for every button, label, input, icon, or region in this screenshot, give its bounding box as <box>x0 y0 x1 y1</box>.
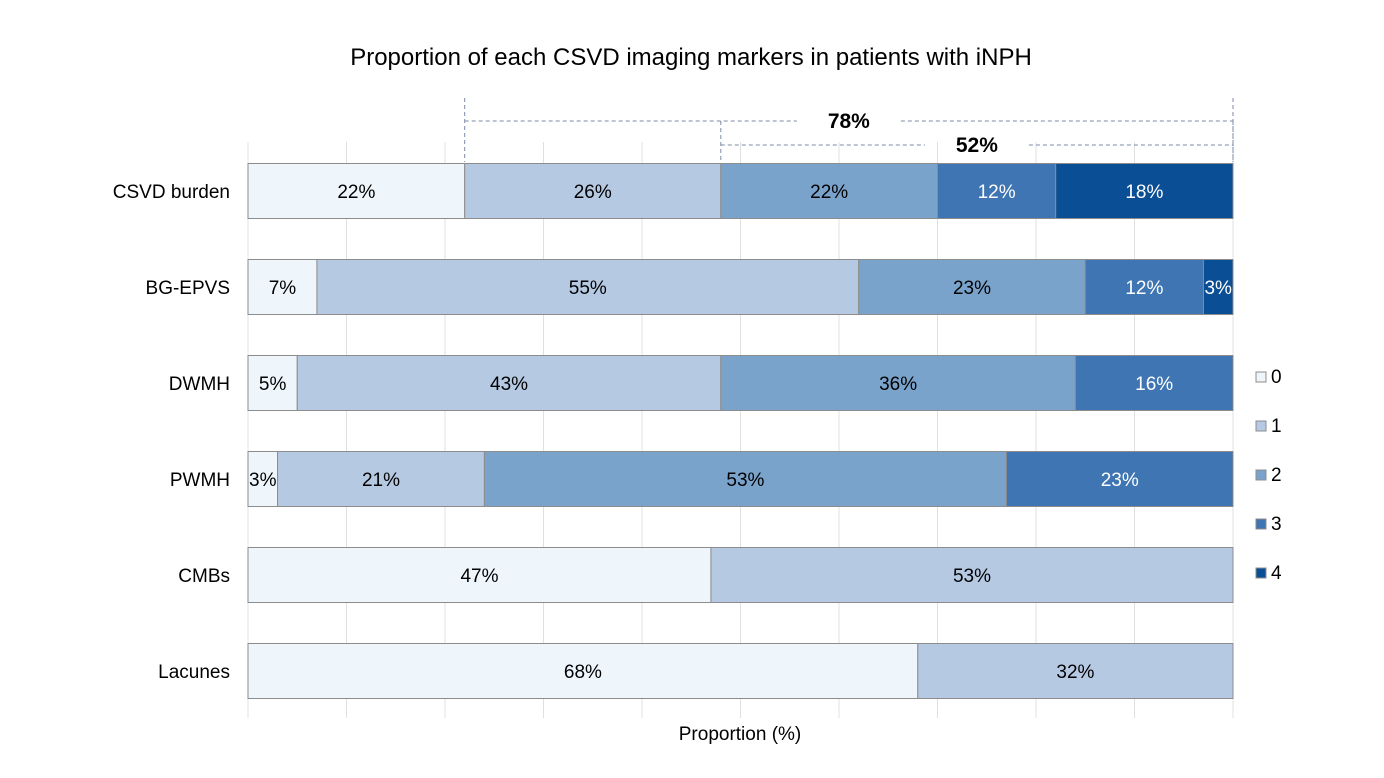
legend-label: 2 <box>1271 465 1282 486</box>
bar-segment <box>710 547 1234 603</box>
legend-swatch <box>1255 518 1267 530</box>
legend-label: 1 <box>1271 416 1282 437</box>
bar-segment <box>296 355 722 411</box>
data-label: 23% <box>1101 470 1139 491</box>
bar-segment <box>1202 259 1234 315</box>
bar-segment <box>247 259 318 315</box>
bar-segment <box>937 163 1057 219</box>
category-label: BG-EPVS <box>146 278 230 299</box>
bar-segment <box>1005 451 1234 507</box>
data-label: 36% <box>879 374 917 395</box>
data-label: 22% <box>810 182 848 203</box>
bar-segment <box>1055 163 1234 219</box>
data-label: 3% <box>249 470 277 491</box>
data-label: 32% <box>1056 662 1094 683</box>
data-label: 12% <box>978 182 1016 203</box>
bar-segment <box>464 163 722 219</box>
bar-segment <box>858 259 1086 315</box>
data-label: 21% <box>362 470 400 491</box>
bar-segment <box>1084 259 1204 315</box>
bracket-label: 52% <box>956 134 998 157</box>
bar-segment <box>247 643 919 699</box>
bracket-label: 78% <box>828 110 870 133</box>
data-label: 55% <box>569 278 607 299</box>
legend-swatch <box>1255 567 1267 579</box>
data-label: 18% <box>1125 182 1163 203</box>
legend-label: 0 <box>1271 367 1282 388</box>
bar-segment <box>720 355 1076 411</box>
bar-segment <box>720 163 938 219</box>
bar-segment <box>917 643 1234 699</box>
legend-swatch <box>1255 371 1267 383</box>
data-label: 22% <box>337 182 375 203</box>
bar-segment <box>247 451 279 507</box>
legend-swatch <box>1255 469 1267 481</box>
data-label: 16% <box>1135 374 1173 395</box>
bar-segment <box>1074 355 1234 411</box>
data-label: 43% <box>490 374 528 395</box>
data-label: 26% <box>574 182 612 203</box>
bar-segment <box>483 451 1007 507</box>
category-label: DWMH <box>169 374 230 395</box>
bar-segment <box>247 163 466 219</box>
bars: 22% 26% 22% 12% 18% 7% 55% 23% 12% 3% 5% 43% 36% 16% 3… <box>247 163 1234 699</box>
data-label: 53% <box>726 470 764 491</box>
legend-label: 4 <box>1271 563 1282 584</box>
data-label: 47% <box>460 566 498 587</box>
gridlines <box>247 142 1234 718</box>
x-axis-label: Proportion (%) <box>679 724 802 745</box>
data-label: 53% <box>953 566 991 587</box>
data-label: 7% <box>269 278 297 299</box>
annotation-brackets: 78% 52% <box>464 98 1234 162</box>
data-label: 68% <box>564 662 602 683</box>
legend-swatch <box>1255 420 1267 432</box>
chart-title: Proportion of each CSVD imaging markers … <box>350 44 1032 71</box>
category-label: CMBs <box>178 566 230 587</box>
data-label: 23% <box>953 278 991 299</box>
category-labels: CSVD burden BG-EPVS DWMH PWMH CMBs Lacunes <box>113 182 230 683</box>
data-label: 3% <box>1204 278 1232 299</box>
bar-segment <box>247 547 712 603</box>
data-label: 12% <box>1125 278 1163 299</box>
legend-label: 3 <box>1271 514 1282 535</box>
category-label: CSVD burden <box>113 182 230 203</box>
data-label: 5% <box>259 374 287 395</box>
category-label: Lacunes <box>158 662 230 683</box>
category-label: PWMH <box>170 470 230 491</box>
legend: 0 1 2 3 4 <box>1255 367 1282 584</box>
